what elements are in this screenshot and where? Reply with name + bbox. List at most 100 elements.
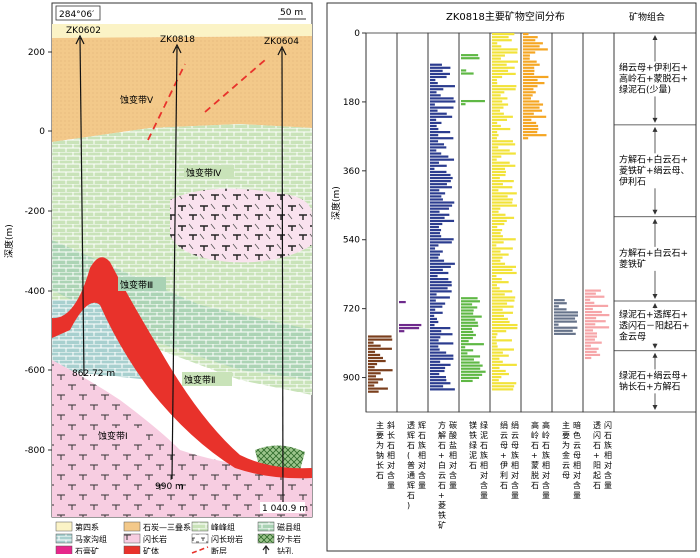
mineral-bar: [492, 235, 503, 238]
mineral-bar: [430, 302, 446, 305]
assemblage-label: 方解石+白云石+菱铁矿+绢云母、伊利石: [619, 153, 690, 187]
legend-swatch: [123, 533, 141, 544]
mineral-bar: [585, 332, 598, 335]
mineral-bar: [430, 118, 437, 121]
mineral-bar: [492, 72, 516, 76]
mineral-bar: [430, 372, 440, 376]
mineral-bar: [492, 271, 517, 275]
mineral-bar: [523, 85, 538, 88]
mineral-bar: [430, 238, 454, 241]
left-depth-axis: 200 0 -200 -400 -600 -800: [25, 48, 52, 456]
mineral-bar: [461, 343, 484, 346]
mineral-bar: [492, 323, 518, 327]
mineral-bar: [461, 370, 486, 373]
mineral-bar: [461, 312, 474, 315]
tick-label: 900: [343, 374, 360, 384]
mineral-bar: [430, 308, 436, 311]
mineral-bar: [430, 311, 443, 314]
legend-label: 闪长岩: [143, 534, 167, 544]
mineral-bar: [492, 112, 504, 115]
mineral-bar: [368, 344, 381, 347]
mineral-bar: [430, 253, 440, 256]
mineral-bar: [492, 176, 500, 180]
mineral-bar: [461, 54, 479, 57]
mineral-bar: [492, 225, 498, 229]
mineral-bar: [461, 72, 474, 75]
mineral-bar: [523, 103, 544, 106]
mineral-bar: [430, 121, 442, 125]
mineral-bar: [430, 192, 446, 195]
mineral-bar: [523, 106, 540, 109]
mineral-bar: [492, 54, 505, 57]
mineral-bar: [492, 216, 515, 219]
mineral-bar: [492, 57, 501, 60]
mineral-bar: [492, 100, 503, 103]
fault-line: [147, 63, 186, 141]
mineral-bar: [368, 347, 392, 350]
legend-item: 矿体: [123, 545, 159, 556]
mineral-bar: [492, 66, 515, 69]
mineral-bar: [430, 290, 452, 293]
mineral-bar: [461, 303, 473, 306]
legend-item: 矽卡岩: [257, 533, 301, 544]
mineral-bar: [523, 121, 537, 125]
mineral-bar: [430, 213, 450, 216]
column-sublabel: 斜长石相对含量: [387, 420, 395, 490]
mineral-bar: [585, 310, 602, 314]
assemblage-header: 矿物组合: [629, 11, 665, 23]
mineral-bar: [492, 253, 509, 256]
mineral-bar: [368, 384, 375, 387]
borehole-name: ZK0602: [66, 26, 101, 36]
legend-label: 第四系: [75, 522, 99, 532]
mineral-bar: [461, 349, 474, 352]
mineral-bar: [430, 357, 454, 360]
mineral-bar: [430, 78, 436, 82]
mineral-bar: [430, 244, 439, 247]
mineral-bar: [430, 134, 439, 137]
mineral-bar: [523, 66, 535, 69]
mineral-bar: [585, 323, 596, 326]
mineral-bar: [492, 207, 501, 210]
mineral-bar: [492, 376, 502, 379]
mineral-bar: [554, 305, 559, 308]
mineral-bar: [430, 382, 451, 385]
mineral-bar: [430, 385, 444, 388]
mineral-bar: [585, 289, 601, 292]
mineral-bar: [430, 210, 440, 213]
borehole-zk0604: ZK0604 1 040.9 m: [260, 37, 308, 514]
mineral-bar: [430, 376, 446, 379]
mineral-bar: [492, 42, 498, 45]
mineral-bar: [430, 167, 435, 170]
mineral-bar: [492, 281, 509, 284]
mineral-bar: [430, 268, 443, 272]
zone-label-iv: 蚀变带Ⅳ: [186, 167, 222, 179]
assemblage-label: 方解石+白云石+菱铁矿: [619, 247, 688, 270]
mineral-bar: [430, 366, 446, 370]
mineral-bar: [585, 326, 610, 329]
mineral-bar: [492, 69, 509, 72]
mineral-bar: [492, 146, 499, 149]
mineral-bar: [492, 360, 503, 363]
mineral-bar: [430, 278, 449, 281]
mineral-bar: [492, 348, 514, 351]
legend-label: 磁县组: [277, 522, 301, 532]
mineral-bar: [430, 158, 455, 161]
mineral-bar: [554, 326, 578, 329]
mineral-bar: [492, 164, 516, 167]
mineral-bar: [492, 296, 516, 299]
mineral-bar: [492, 78, 497, 82]
mineral-bar: [523, 127, 539, 131]
mineral-bar: [368, 372, 381, 375]
mineral-bar: [430, 274, 438, 278]
ore-body: [52, 257, 312, 479]
legend-item: 断层: [191, 546, 227, 556]
mineral-bar: [492, 201, 513, 204]
mineral-bar: [430, 91, 437, 94]
mineral-bar: [461, 358, 474, 361]
mineral-panel: ZK0818主要矿物空间分布 矿物组合 深度(m) 0 180 360 540 720 9…: [320, 0, 700, 554]
right-depth-axis-label: 深度(m): [330, 186, 342, 220]
mineral-bar: [492, 320, 510, 324]
mineral-bar: [430, 262, 455, 265]
legend-swatch: [191, 546, 209, 554]
mineral-bar: [492, 85, 517, 88]
